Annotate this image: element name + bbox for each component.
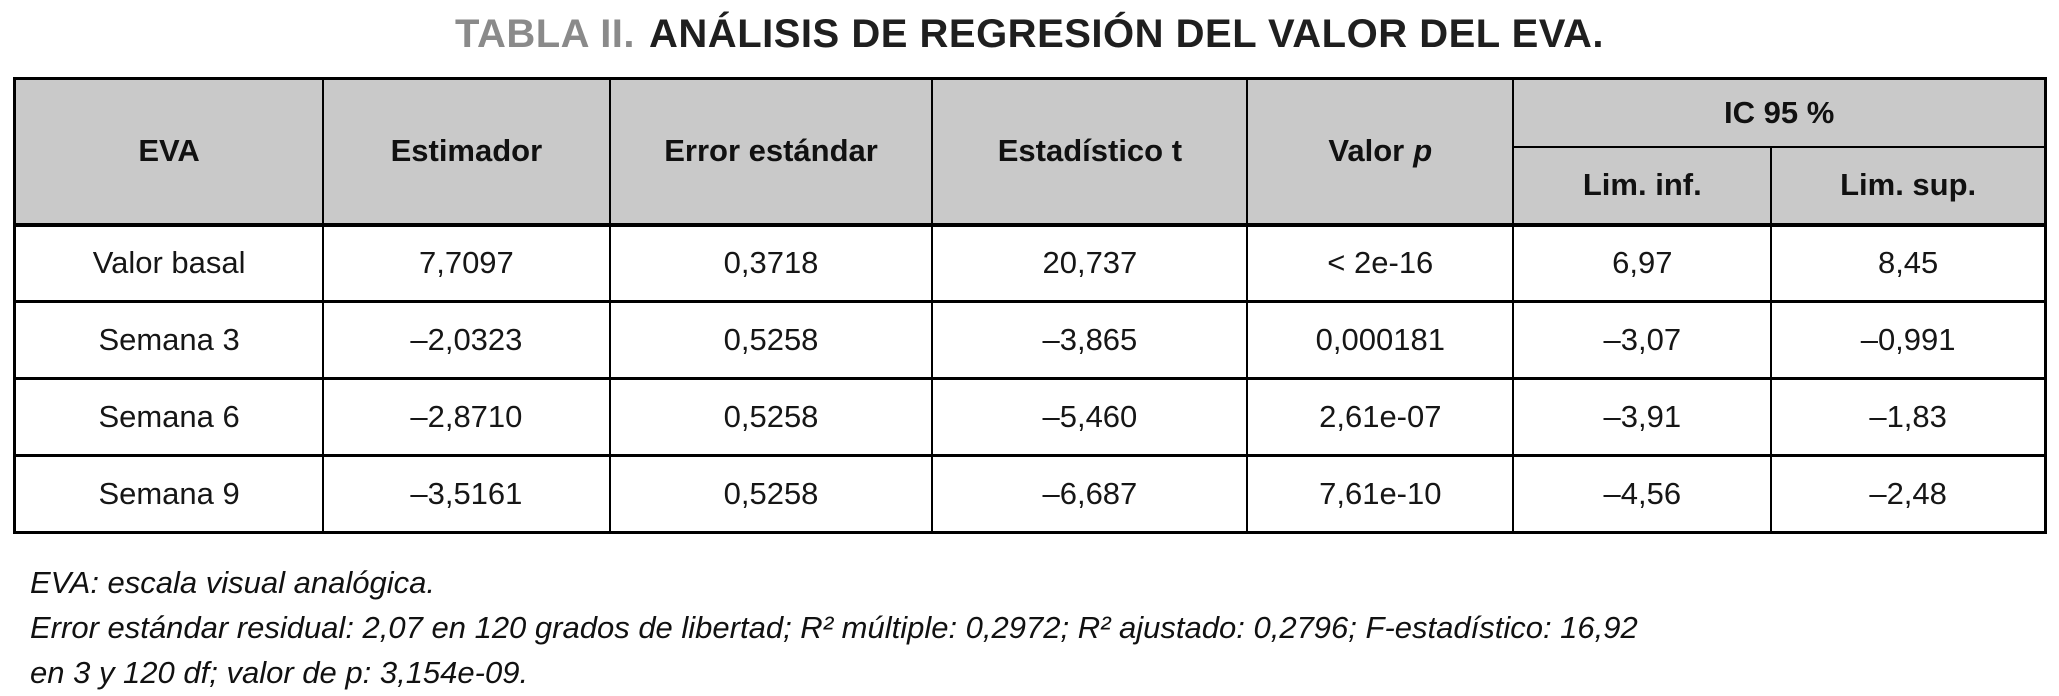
table-cell: 0,000181 [1246,300,1515,380]
table-row-semana-6: Semana 6 –2,8710 0,5258 –5,460 2,61e-07 … [13,377,2047,457]
table-title: TABLA II. ANÁLISIS DE REGRESIÓN DEL VALOR… [0,0,2059,57]
table-cell: –4,56 [1512,454,1773,534]
table-cell: Valor basal [13,222,325,303]
table-cell: 0,3718 [608,222,934,303]
col-header-lim-inf: Lim. inf. [1512,145,1773,226]
footnote-line-3: en 3 y 120 df; valor de p: 3,154e-09. [30,655,529,690]
footnote-line-1: EVA: escala visual analógica. [30,565,435,600]
valor-p-prefix: Valor [1328,133,1405,169]
footnote-line-2: Error estándar residual: 2,07 en 120 gra… [30,610,1638,645]
table-cell: 6,97 [1512,222,1773,303]
table-cell: 0,5258 [608,454,934,534]
table-cell: 7,7097 [322,222,611,303]
table-cell: 0,5258 [608,300,934,380]
table-cell: –2,48 [1770,454,2047,534]
table-cell: –6,687 [931,454,1249,534]
table-header: EVA Estimador Error estándar Estadístico… [13,77,2047,226]
valor-p-symbol: p [1413,133,1433,169]
table-cell: –5,460 [931,377,1249,457]
table-title-text: ANÁLISIS DE REGRESIÓN DEL VALOR DEL EVA. [649,12,1604,56]
table-cell: 8,45 [1770,222,2047,303]
table-row-semana-3: Semana 3 –2,0323 0,5258 –3,865 0,000181 … [13,300,2047,380]
table-cell: 0,5258 [608,377,934,457]
table-cell: Semana 9 [13,454,325,534]
table-title-label: TABLA II. [455,12,636,56]
regression-table: EVA Estimador Error estándar Estadístico… [13,77,2047,534]
col-header-lim-sup: Lim. sup. [1770,145,2047,226]
table-body: Valor basal 7,7097 0,3718 20,737 < 2e-16… [13,222,2047,534]
table-row-valor-basal: Valor basal 7,7097 0,3718 20,737 < 2e-16… [13,222,2047,303]
col-header-ic95: IC 95 % [1512,77,2047,148]
col-header-eva: EVA [13,77,325,226]
table-cell: –3,91 [1512,377,1773,457]
table-footnotes: EVA: escala visual analógica. Error está… [30,560,2059,695]
col-header-valor-p: Valor p [1246,77,1515,226]
col-header-estadistico-t: Estadístico t [931,77,1249,226]
table-cell: –3,07 [1512,300,1773,380]
table-cell: Semana 6 [13,377,325,457]
table-cell: < 2e-16 [1246,222,1515,303]
table-cell: –2,8710 [322,377,611,457]
table-cell: 2,61e-07 [1246,377,1515,457]
header-row-sub: Lim. inf. Lim. sup. [15,145,2047,226]
header-row-top: EVA Estimador Error estándar Estadístico… [13,77,2047,226]
col-header-estimador: Estimador [322,77,611,226]
table-cell: 20,737 [931,222,1249,303]
table-cell: –1,83 [1770,377,2047,457]
table-cell: Semana 3 [13,300,325,380]
table-cell: –0,991 [1770,300,2047,380]
table-cell: –3,5161 [322,454,611,534]
table-row-semana-9: Semana 9 –3,5161 0,5258 –6,687 7,61e-10 … [13,454,2047,534]
col-header-error-estandar: Error estándar [608,77,934,226]
table-cell: –3,865 [931,300,1249,380]
table-cell: 7,61e-10 [1246,454,1515,534]
table-cell: –2,0323 [322,300,611,380]
